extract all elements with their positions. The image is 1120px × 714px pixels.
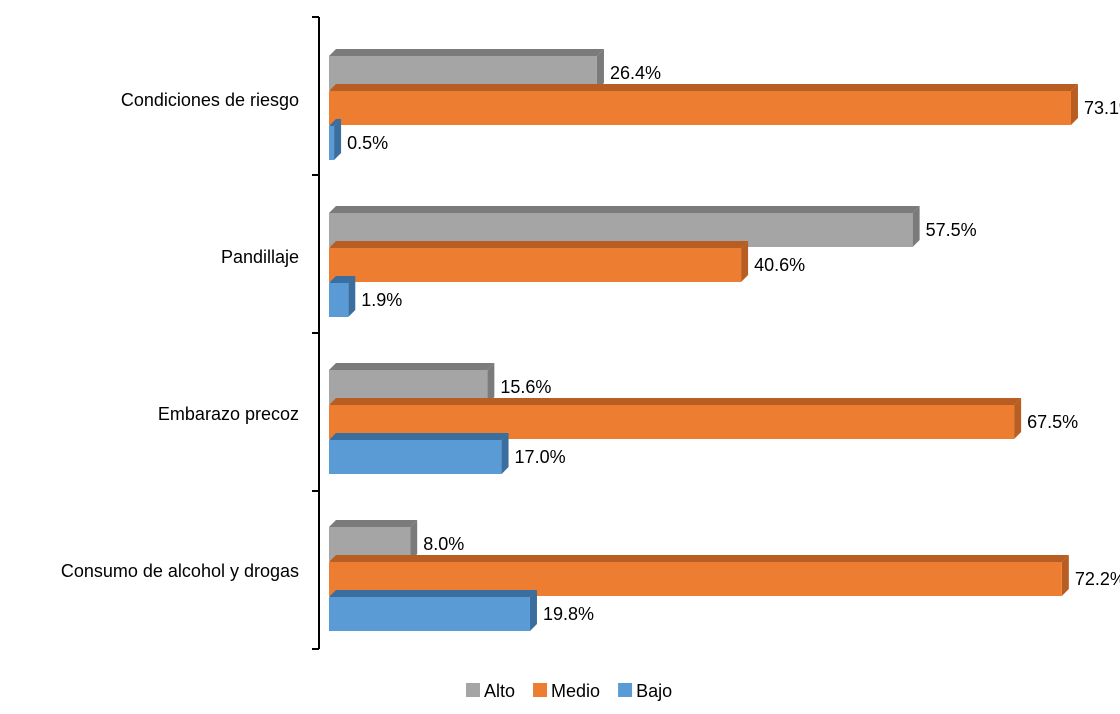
legend-label: Medio: [551, 681, 600, 701]
bar-top-face: [329, 241, 749, 248]
legend-swatch: [466, 683, 480, 697]
data-label-bajo-pandillaje: 1.9%: [361, 290, 402, 310]
bar-side-face: [596, 49, 604, 90]
bar-alto-embarazo-precoz: [329, 363, 495, 404]
bar-medio-condiciones-de-riesgo: [329, 84, 1078, 125]
legend-item-alto: Alto: [466, 681, 515, 701]
category-label-consumo-de-alcohol-y-drogas: Consumo de alcohol y drogas: [61, 561, 299, 581]
bar-side-face: [529, 590, 537, 631]
data-label-alto-consumo-de-alcohol-y-drogas: 8.0%: [423, 534, 464, 554]
bar-front-face: [329, 91, 1071, 125]
legend-label: Alto: [484, 681, 515, 701]
bar-front-face: [329, 283, 349, 317]
data-label-bajo-embarazo-precoz: 17.0%: [515, 447, 566, 467]
bar-side-face: [1061, 555, 1069, 596]
data-label-medio-embarazo-precoz: 67.5%: [1027, 412, 1078, 432]
bar-side-face: [1070, 84, 1078, 125]
data-label-bajo-condiciones-de-riesgo: 0.5%: [347, 133, 388, 153]
legend-swatch: [533, 683, 548, 697]
bars: [329, 49, 1078, 631]
bar-alto-condiciones-de-riesgo: [329, 49, 604, 90]
category-label-pandillaje: Pandillaje: [221, 247, 299, 267]
bar-top-face: [329, 398, 1022, 405]
bar-top-face: [329, 206, 920, 213]
bar-side-face: [334, 119, 342, 160]
bar-side-face: [501, 433, 509, 474]
bar-bajo-consumo-de-alcohol-y-drogas: [329, 590, 537, 631]
data-label-alto-condiciones-de-riesgo: 26.4%: [610, 63, 661, 83]
bar-side-face: [1014, 398, 1022, 439]
bar-top-face: [329, 590, 537, 597]
bar-front-face: [329, 126, 335, 160]
category-label-condiciones-de-riesgo: Condiciones de riesgo: [121, 90, 299, 110]
data-label-alto-pandillaje: 57.5%: [926, 220, 977, 240]
bar-alto-consumo-de-alcohol-y-drogas: [329, 520, 418, 561]
bar-top-face: [329, 520, 418, 527]
bar-medio-pandillaje: [329, 241, 749, 282]
bar-side-face: [348, 276, 356, 317]
bar-front-face: [329, 248, 742, 282]
bar-bajo-pandillaje: [329, 276, 356, 317]
data-label-medio-condiciones-de-riesgo: 73.1%: [1084, 98, 1120, 118]
data-label-medio-consumo-de-alcohol-y-drogas: 72.2%: [1075, 569, 1120, 589]
bar-top-face: [329, 555, 1069, 562]
bar-side-face: [912, 206, 920, 247]
category-labels: Condiciones de riesgo Pandillaje Embarazo …: [61, 90, 299, 581]
bar-top-face: [329, 433, 509, 440]
data-label-alto-embarazo-precoz: 15.6%: [500, 377, 551, 397]
category-axis: [312, 16, 320, 650]
bar-top-face: [329, 49, 604, 56]
bar-top-face: [329, 363, 495, 370]
legend: Alto Medio Bajo: [466, 681, 672, 701]
data-labels: 26.4% 73.1% 0.5% 57.5% 40.6% 1.9% 15.6% 67.5% 17…: [347, 63, 1120, 624]
legend-swatch: [618, 683, 633, 697]
legend-label: Bajo: [636, 681, 672, 701]
bar-side-face: [741, 241, 749, 282]
bar-front-face: [329, 440, 502, 474]
bar-side-face: [487, 363, 495, 404]
bar-side-face: [410, 520, 418, 561]
category-label-embarazo-precoz: Embarazo precoz: [158, 404, 299, 424]
bar-alto-pandillaje: [329, 206, 920, 247]
bar-top-face: [329, 119, 342, 126]
bar-front-face: [329, 597, 530, 631]
data-label-medio-pandillaje: 40.6%: [754, 255, 805, 275]
data-label-bajo-consumo-de-alcohol-y-drogas: 19.8%: [543, 604, 594, 624]
bar-medio-consumo-de-alcohol-y-drogas: [329, 555, 1069, 596]
legend-item-medio: Medio: [533, 681, 600, 701]
bar-bajo-embarazo-precoz: [329, 433, 509, 474]
bar-top-face: [329, 276, 356, 283]
bar-top-face: [329, 84, 1078, 91]
bar-bajo-condiciones-de-riesgo: [329, 119, 342, 160]
legend-item-bajo: Bajo: [618, 681, 672, 701]
bar-medio-embarazo-precoz: [329, 398, 1022, 439]
